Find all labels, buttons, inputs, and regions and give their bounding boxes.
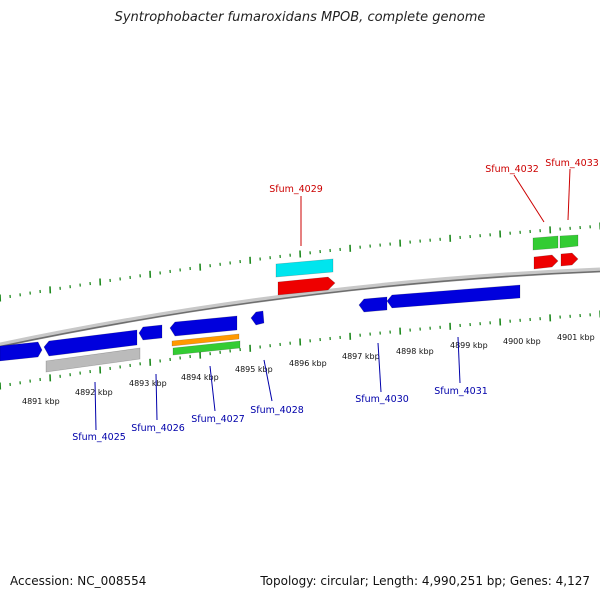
gene-feature[interactable] bbox=[560, 252, 579, 267]
inner-tick-track bbox=[0, 310, 600, 390]
gene-feature[interactable] bbox=[0, 341, 43, 362]
gene-label: Sfum_4027 bbox=[191, 414, 245, 425]
gene-feature[interactable] bbox=[171, 333, 240, 347]
gene-feature[interactable] bbox=[43, 329, 138, 357]
gene-label: Sfum_4030 bbox=[355, 394, 409, 405]
leader-line bbox=[94, 381, 97, 431]
gene-feature[interactable] bbox=[277, 276, 336, 296]
scale-label: 4899 kbp bbox=[450, 341, 488, 350]
scale-label: 4891 kbp bbox=[22, 397, 60, 406]
map-title: Syntrophobacter fumaroxidans MPOB, compl… bbox=[114, 10, 486, 25]
gene-feature[interactable] bbox=[532, 235, 559, 251]
gene-feature[interactable] bbox=[138, 324, 163, 341]
gene-label: Sfum_4026 bbox=[131, 423, 185, 434]
scale-label: 4900 kbp bbox=[503, 337, 541, 346]
scale-label: 4892 kbp bbox=[75, 388, 113, 397]
gene-label: Sfum_4033 bbox=[545, 158, 599, 169]
gene-label: Sfum_4029 bbox=[269, 184, 323, 195]
gene-feature[interactable] bbox=[358, 296, 388, 313]
gene-feature[interactable] bbox=[533, 254, 559, 270]
scale-label: 4901 kbp bbox=[557, 333, 595, 342]
leader-line bbox=[209, 365, 216, 412]
scale-label: 4896 kbp bbox=[289, 359, 327, 368]
leader-line bbox=[513, 174, 545, 223]
gene-label: Sfum_4032 bbox=[485, 164, 539, 175]
outer-tick-track bbox=[0, 222, 600, 302]
scale-label: 4895 kbp bbox=[235, 365, 273, 374]
leader-line bbox=[263, 359, 273, 402]
accession-text: Accession: NC_008554 bbox=[10, 574, 147, 588]
gene-feature[interactable] bbox=[386, 284, 521, 309]
gene-feature[interactable] bbox=[172, 340, 241, 356]
scale-label: 4894 kbp bbox=[181, 373, 219, 382]
leader-line bbox=[377, 342, 382, 393]
scale-label: 4893 kbp bbox=[129, 379, 167, 388]
feature-track bbox=[0, 234, 579, 373]
gene-feature[interactable] bbox=[250, 310, 265, 326]
genome-backbone-shade bbox=[0, 270, 600, 348]
leader-line bbox=[567, 168, 571, 221]
gene-feature[interactable] bbox=[169, 315, 238, 337]
scale-label: 4897 kbp bbox=[342, 352, 380, 361]
gene-feature[interactable] bbox=[559, 234, 579, 249]
gene-label: Sfum_4031 bbox=[434, 386, 488, 397]
gene-feature[interactable] bbox=[275, 258, 334, 278]
scale-label: 4898 kbp bbox=[396, 347, 434, 356]
genome-backbone bbox=[0, 267, 600, 348]
gene-label: Sfum_4025 bbox=[72, 432, 126, 443]
genome-stats-text: Topology: circular; Length: 4,990,251 bp… bbox=[260, 574, 590, 588]
gene-feature[interactable] bbox=[45, 347, 141, 373]
leader-line bbox=[457, 336, 461, 384]
leader-line bbox=[155, 373, 158, 421]
gene-label: Sfum_4028 bbox=[250, 405, 304, 416]
